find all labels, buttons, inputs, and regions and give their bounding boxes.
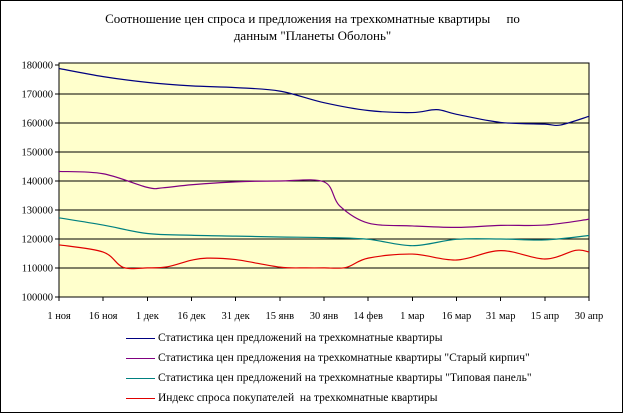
x-axis-label-7: 14 фев <box>353 311 383 322</box>
legend-label-demand-index: Индекс спроса покупателей на трехкомнатн… <box>158 392 438 404</box>
x-axis-label-6: 30 янв <box>310 311 339 322</box>
x-axis-label-5: 15 янв <box>266 311 295 322</box>
x-axis-label-8: 1 мар <box>400 311 424 322</box>
x-axis-label-3: 16 дек <box>177 311 206 322</box>
legend-line-marker-demand-index <box>126 397 155 399</box>
legend-label-offers-all: Статистика цен предложений на трехкомнат… <box>158 332 443 344</box>
x-axis-label-2: 1 дек <box>136 311 160 322</box>
legend-item-offers-old-brick: Статистика цен предложения на трехкомнат… <box>126 348 532 368</box>
y-axis-label-160000: 160000 <box>22 119 54 130</box>
legend-line-marker-offers-all <box>126 337 155 339</box>
legend-label-offers-old-brick: Статистика цен предложения на трехкомнат… <box>158 352 530 364</box>
x-axis-label-11: 15 апр <box>531 311 560 322</box>
x-axis-label-4: 31 дек <box>222 311 251 322</box>
legend-line-marker-offers-panel <box>126 377 155 379</box>
chart-title: Соотношение цен спроса и предложения на … <box>1 10 623 44</box>
y-axis-label-150000: 150000 <box>22 148 54 159</box>
chart-title-line2: данным "Планеты Оболонь" <box>233 28 392 43</box>
chart-title-line1: Соотношение цен спроса и предложения на … <box>105 11 520 26</box>
y-axis-label-130000: 130000 <box>22 206 54 217</box>
legend-item-offers-all: Статистика цен предложений на трехкомнат… <box>126 328 532 348</box>
legend-item-offers-panel: Статистика цен предложений на трехкомнат… <box>126 368 532 388</box>
x-axis-label-1: 16 ноя <box>89 311 118 322</box>
y-axis-label-110000: 110000 <box>22 264 53 275</box>
y-axis-label-170000: 170000 <box>22 90 54 101</box>
y-axis-label-140000: 140000 <box>22 177 54 188</box>
y-axis-label-120000: 120000 <box>22 235 54 246</box>
series-line-offers-panel <box>58 217 590 247</box>
series-line-offers-all <box>58 67 590 127</box>
y-axis-label-180000: 180000 <box>22 61 54 72</box>
series-line-offers-old-brick <box>58 170 590 229</box>
x-axis-label-9: 16 мар <box>442 311 472 322</box>
plot-background <box>58 62 590 298</box>
legend-label-offers-panel: Статистика цен предложений на трехкомнат… <box>158 372 532 384</box>
x-axis-label-12: 30 апр <box>575 311 604 322</box>
x-axis-label-0: 1 ноя <box>47 311 71 322</box>
series-line-demand-index <box>58 244 590 270</box>
legend-line-marker-offers-old-brick <box>126 357 155 359</box>
x-axis-label-10: 31 мар <box>486 311 516 322</box>
legend-item-demand-index: Индекс спроса покупателей на трехкомнатн… <box>126 388 532 408</box>
y-axis-label-100000: 100000 <box>22 293 54 304</box>
chart-legend: Статистика цен предложений на трехкомнат… <box>126 328 532 408</box>
